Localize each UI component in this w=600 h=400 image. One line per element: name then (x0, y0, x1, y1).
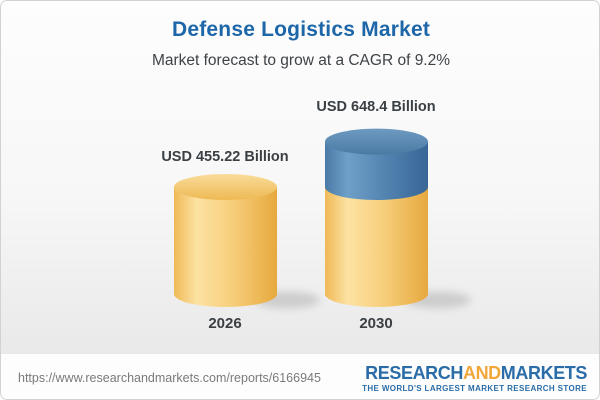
chart-subtitle: Market forecast to grow at a CAGR of 9.2… (151, 52, 451, 69)
cylinder-chart-canvas (174, 128, 471, 309)
report-url[interactable]: https://www.researchandmarkets.com/repor… (18, 370, 321, 385)
chart-area: Defense Logistics Market Market forecast… (1, 1, 599, 354)
category-label-2026: 2026 (208, 315, 242, 332)
category-label-2030: 2030 (359, 315, 393, 332)
cylinder-bar-2026 (174, 174, 320, 309)
chart-title: Defense Logistics Market (171, 18, 431, 41)
logo-tagline: THE WORLD'S LARGEST MARKET RESEARCH STOR… (362, 384, 587, 393)
cylinder-bar-2030 (325, 128, 471, 309)
value-label-2026: USD 455.22 Billion (161, 149, 289, 165)
logo-word-research: RESEARCH (365, 363, 463, 383)
research-and-markets-logo[interactable]: RESEARCHANDMARKETS THE WORLD'S LARGEST M… (362, 362, 587, 393)
logo-wordmark: RESEARCHANDMARKETS (362, 364, 587, 382)
value-label-2030: USD 648.4 Billion (316, 99, 436, 115)
logo-word-markets: MARKETS (500, 363, 588, 383)
footer-bar: https://www.researchandmarkets.com/repor… (1, 354, 599, 399)
logo-word-and: AND (462, 363, 501, 383)
